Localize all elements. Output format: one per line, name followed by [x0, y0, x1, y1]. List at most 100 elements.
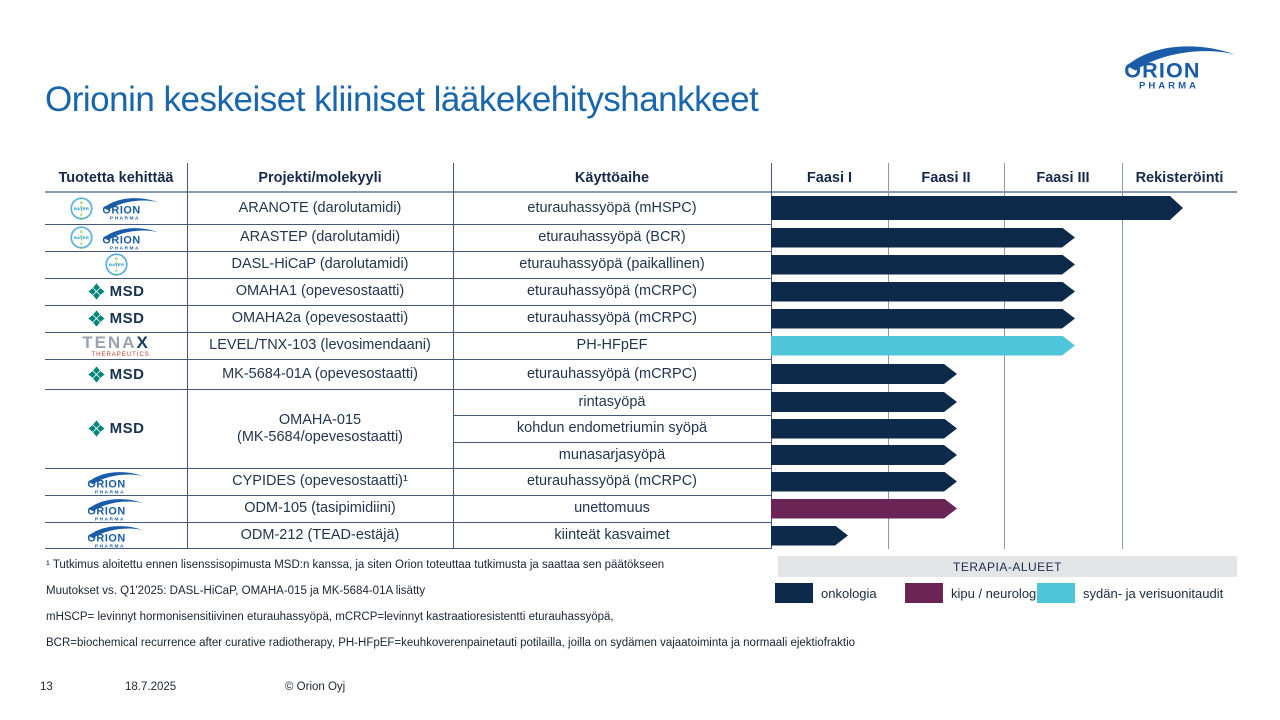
svg-text:PHARMA: PHARMA	[95, 543, 125, 548]
phase-bar	[771, 499, 957, 519]
table-header-row: Tuotetta kehittää Projekti/molekyyli Käy…	[45, 163, 1237, 192]
svg-text:BAYER: BAYER	[114, 257, 118, 276]
legend-label: sydän- ja verisuonitaudit	[1083, 585, 1224, 601]
column-header-project: Projekti/molekyyli	[258, 169, 382, 186]
msd-icon	[88, 310, 105, 327]
indication-cell: unettomuus	[574, 500, 650, 516]
developer-cell: MSD	[45, 305, 187, 332]
table-row: TENAX THERAPEUTICS LEVEL/TNX-103 (levosi…	[45, 332, 1237, 359]
phase-bar	[771, 228, 1075, 248]
svg-text:ORION: ORION	[87, 478, 125, 490]
project-cell: OMAHA2a (opevesostaatti)	[231, 310, 409, 326]
table-row: MSD MK-5684-01A (opevesostaatti) eturauh…	[45, 359, 1237, 389]
table-row: MSD OMAHA1 (opevesostaatti) eturauhassyö…	[45, 278, 1237, 305]
svg-text:ORION: ORION	[87, 505, 125, 517]
legend-title-bar: TERAPIA-ALUEET	[778, 556, 1237, 577]
orion-logo-pharma-text: PHARMA	[1139, 81, 1199, 92]
orion-logo: ORION PHARMA	[102, 198, 159, 220]
indication-subrow: kohdun endometriumin syöpä	[453, 415, 771, 442]
table-row-group: MSD OMAHA-015 (MK-5684/opevesostaatti) r…	[45, 389, 1237, 468]
indication-cell: eturauhassyöpä (mCRPC)	[526, 365, 698, 382]
column-header-phase3: Faasi III	[1036, 169, 1090, 186]
svg-text:PHARMA: PHARMA	[95, 516, 125, 521]
footnote-2: Muutokset vs. Q1'2025: DASL-HiCaP, OMAHA…	[46, 585, 426, 597]
pipeline-table: Tuotetta kehittää Projekti/molekyyli Käy…	[45, 163, 1237, 549]
developer-cell: MSD	[45, 389, 187, 468]
project-cell: ARANOTE (darolutamidi)	[238, 199, 402, 216]
orion-pharma-logo: ORION PHARMA	[1124, 46, 1236, 92]
indication-cell: kohdun endometriumin syöpä	[516, 420, 708, 436]
legend-item-onkologia: onkologia	[775, 583, 877, 603]
bayer-logo: BAYER BAYER	[70, 196, 93, 220]
orion-logo: ORION PHARMA	[87, 498, 144, 521]
column-header-phase2: Faasi II	[921, 169, 971, 186]
indication-subrow: rintasyöpä	[453, 389, 771, 415]
indication-cell: eturauhassyöpä (mCRPC)	[526, 310, 698, 326]
table-row: ORION PHARMA ODM-212 (TEAD-estäjä) kiint…	[45, 522, 1237, 549]
svg-text:PHARMA: PHARMA	[95, 489, 125, 494]
project-cell: OMAHA1 (opevesostaatti)	[235, 283, 405, 299]
indication-cell: eturauhassyöpä (paikallinen)	[519, 256, 705, 272]
table-row: BAYER BAYER DASL-HiCaP (darolutamidi) et…	[45, 251, 1237, 278]
indication-cell: kiinteät kasvaimet	[554, 527, 670, 543]
legend-label: kipu / neurologia	[951, 585, 1047, 601]
project-cell: CYPIDES (opevesostaatti)¹	[232, 473, 408, 489]
bayer-logo: BAYER BAYER	[70, 226, 93, 249]
table-row: MSD OMAHA2a (opevesostaatti) eturauhassy…	[45, 305, 1237, 332]
svg-text:ORION: ORION	[102, 205, 140, 217]
tenax-therapeutics-logo: TENAX THERAPEUTICS	[82, 332, 150, 358]
indication-cell: eturauhassyöpä (mCRPC)	[526, 473, 698, 489]
orion-logo: ORION PHARMA	[102, 227, 159, 250]
developer-cell: TENAX THERAPEUTICS	[45, 332, 187, 359]
column-header-phase1: Faasi I	[806, 169, 853, 186]
orion-logo: ORION PHARMA	[87, 471, 144, 494]
phase-bar	[771, 472, 957, 492]
indication-cell: eturauhassyöpä (mHSPC)	[527, 199, 697, 216]
project-cell: OMAHA-015 (MK-5684/opevesostaatti)	[187, 389, 453, 468]
project-cell: ODM-212 (TEAD-estäjä)	[240, 527, 400, 543]
footnote-3: mHSCP= levinnyt hormonisensitiivinen etu…	[46, 611, 614, 623]
legend-swatch	[1037, 583, 1075, 603]
phase-bar	[771, 526, 848, 546]
orion-logo: ORION PHARMA	[87, 525, 144, 548]
svg-text:BAYER: BAYER	[74, 206, 89, 211]
copyright: © Orion Oyj	[285, 681, 346, 693]
svg-text:ORION: ORION	[102, 234, 140, 246]
page-title: Orionin keskeiset kliiniset lääkekehitys…	[45, 80, 759, 119]
svg-text:BAYER: BAYER	[74, 235, 89, 240]
slide-date: 18.7.2025	[125, 681, 177, 693]
msd-logo: MSD	[88, 420, 145, 437]
msd-icon	[88, 283, 105, 300]
developer-cell: ORION PHARMA	[45, 468, 187, 495]
phase-bar	[771, 419, 957, 439]
column-header-indication: Käyttöaihe	[574, 169, 650, 186]
svg-text:BAYER: BAYER	[108, 262, 123, 267]
indication-subrow: munasarjasyöpä	[453, 442, 771, 468]
phase-bar	[771, 364, 957, 384]
phase-bar	[771, 336, 1075, 356]
legend-label: onkologia	[821, 585, 877, 601]
phase-bar	[771, 282, 1075, 302]
legend-item-sydan-verisuonitaudit: sydän- ja verisuonitaudit	[1037, 583, 1223, 603]
column-header-registration: Rekisteröinti	[1135, 169, 1224, 186]
project-cell: DASL-HiCaP (darolutamidi)	[231, 256, 409, 272]
table-row: BAYER BAYER ORION PHARMA ARASTEP (darolu…	[45, 224, 1237, 251]
developer-cell: ORION PHARMA	[45, 522, 187, 549]
orion-logo-wordmark: ORION	[1124, 57, 1200, 82]
developer-cell: BAYER BAYER ORION PHARMA	[45, 224, 187, 251]
svg-text:PHARMA: PHARMA	[110, 215, 140, 220]
indication-cell: eturauhassyöpä (BCR)	[538, 229, 686, 245]
indication-cell: PH-HFpEF	[576, 337, 648, 353]
developer-cell: BAYER BAYER ORION PHARMA	[45, 192, 187, 224]
msd-logo: MSD	[88, 283, 145, 300]
table-row: BAYER BAYER ORION PHARMA ARANOTE (darolu…	[45, 192, 1237, 224]
developer-cell: MSD	[45, 278, 187, 305]
phase-bar	[771, 255, 1075, 275]
phase-bar	[771, 392, 957, 412]
legend-swatch	[775, 583, 813, 603]
msd-logo: MSD	[88, 366, 145, 383]
phase-bar	[771, 445, 957, 465]
msd-logo: MSD	[88, 310, 145, 327]
bayer-logo: BAYER BAYER	[104, 253, 128, 276]
indication-cell: munasarjasyöpä	[558, 446, 666, 463]
